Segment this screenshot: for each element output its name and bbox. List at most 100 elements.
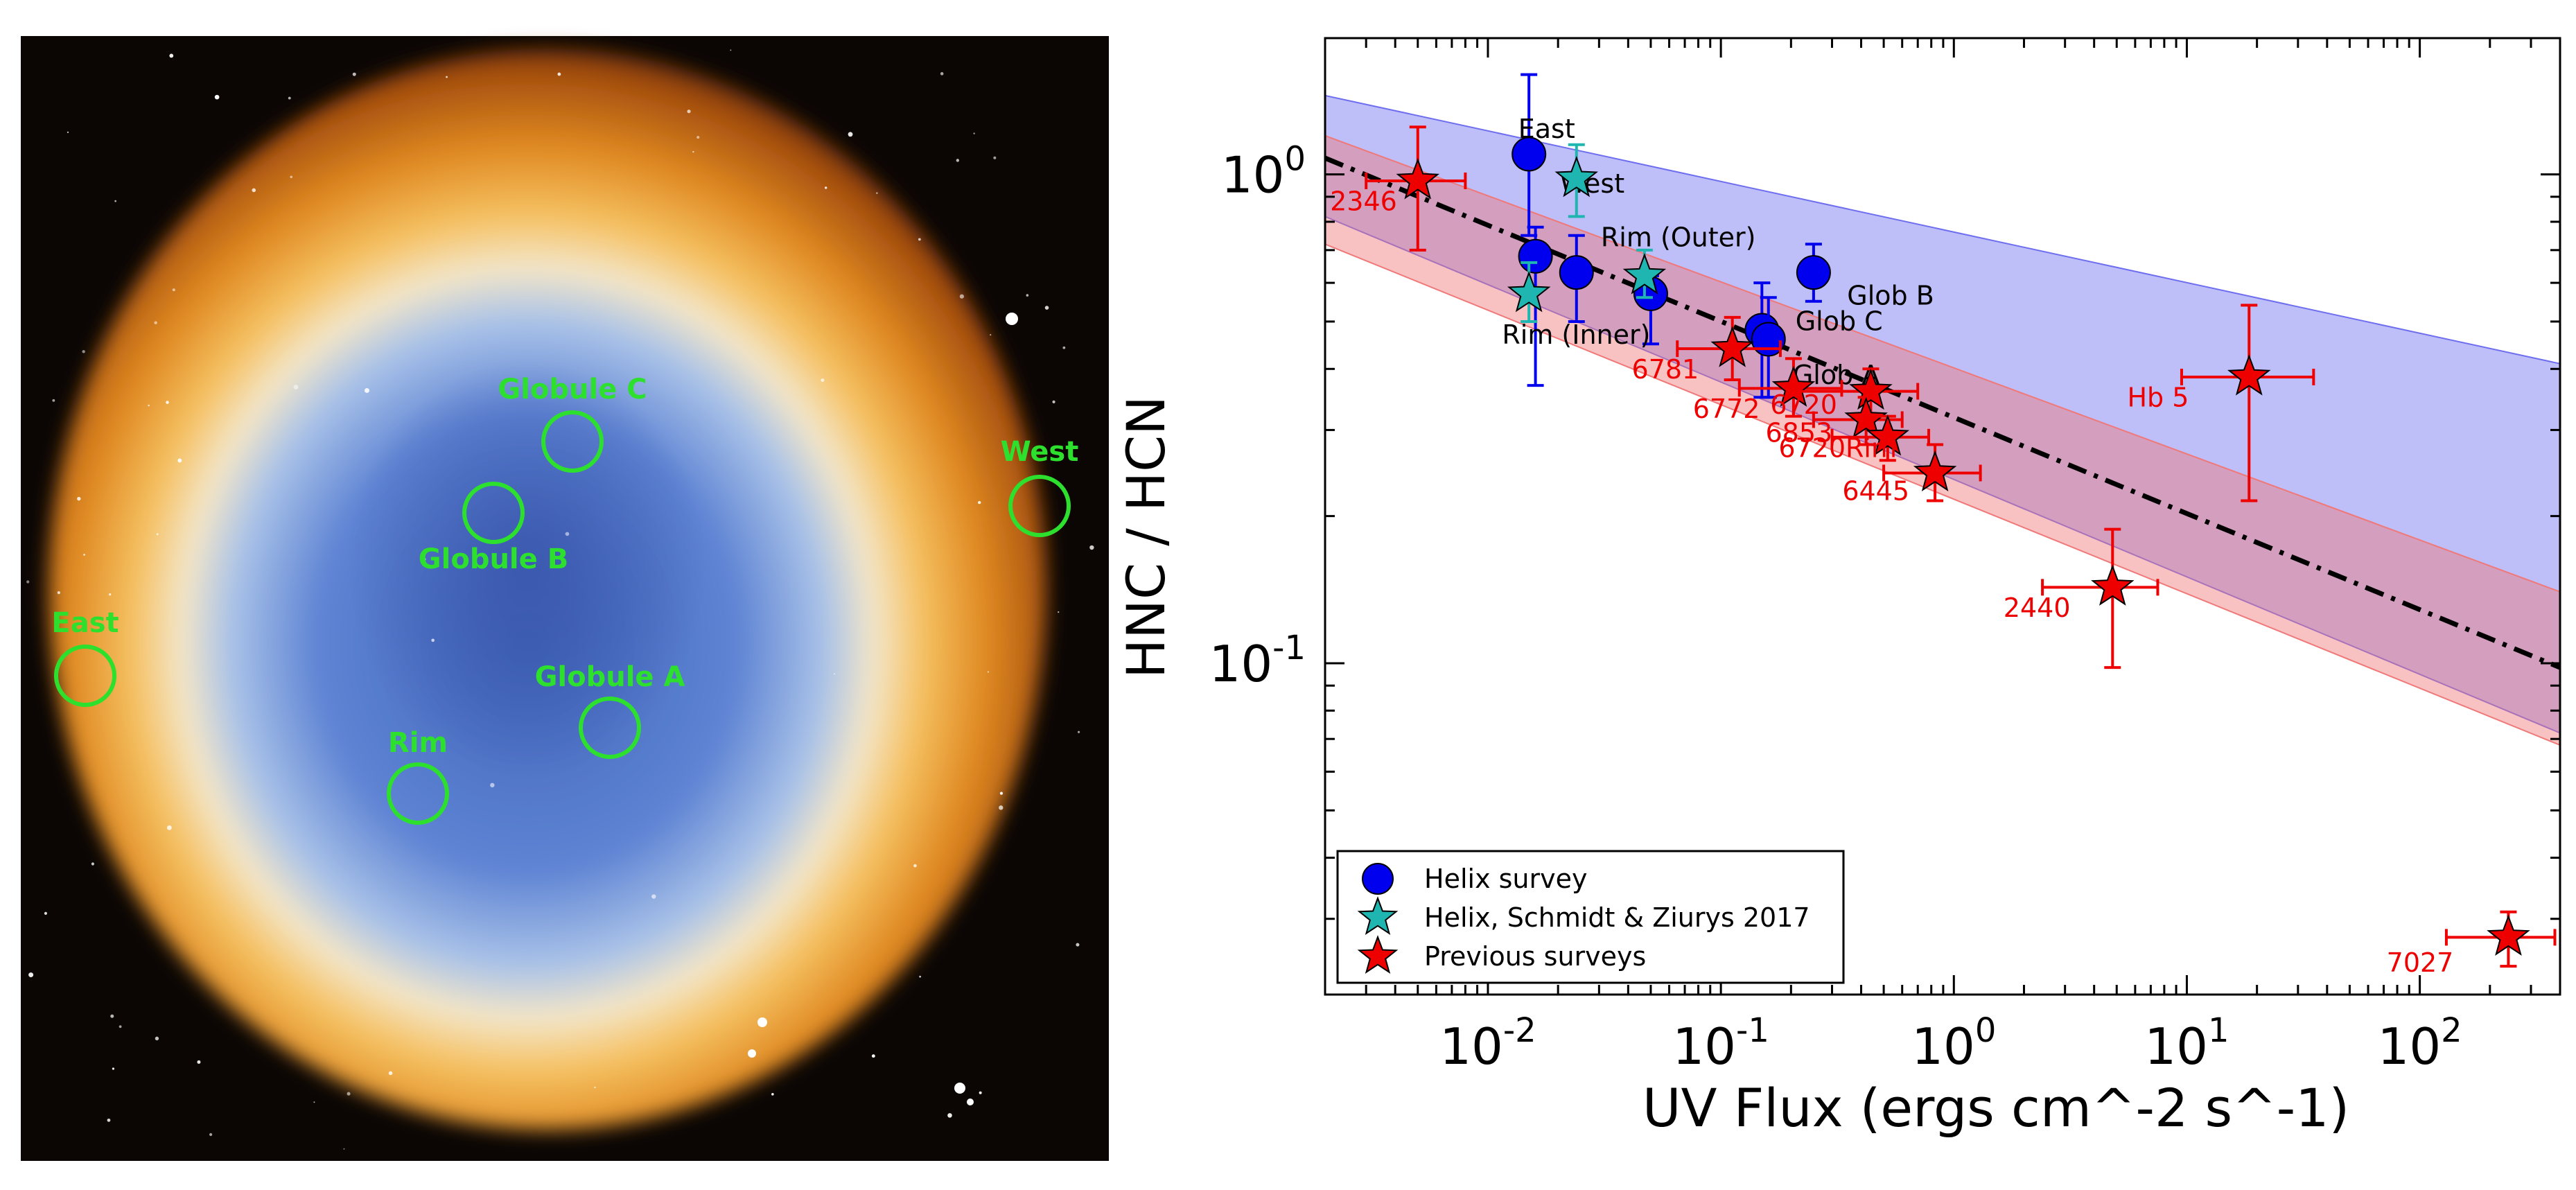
data-point-rim-outer bbox=[1559, 255, 1594, 290]
x-tick-label: 101 bbox=[2144, 1011, 2229, 1076]
region-label-globule-c: Globule C bbox=[498, 374, 647, 405]
y-axis-label: HNC / HCN bbox=[1115, 396, 1177, 679]
star-dot bbox=[83, 553, 85, 556]
data-point-hb-5 bbox=[2227, 354, 2271, 396]
x-tick-label: 10-2 bbox=[1439, 1011, 1536, 1076]
point-label-rim-outer: Rim (Outer) bbox=[1601, 222, 1756, 253]
star-dot bbox=[490, 782, 495, 788]
star-dot bbox=[77, 496, 81, 501]
region-markers: Globule C Globule B West East Globule A Rim bbox=[51, 374, 1078, 825]
star-dot bbox=[979, 1091, 982, 1094]
region-circle-globule-b bbox=[462, 482, 525, 544]
point-label-6720rim: 6720Rim bbox=[1778, 433, 1897, 464]
data-point-6720 bbox=[1849, 368, 1893, 410]
bright-star bbox=[757, 1017, 767, 1027]
star-dot bbox=[197, 1060, 201, 1064]
star-dot bbox=[987, 671, 990, 673]
y-tick-label: 10-1 bbox=[1209, 629, 1306, 693]
star-dot bbox=[771, 1093, 774, 1096]
star-dot bbox=[999, 791, 1004, 795]
bright-star bbox=[748, 1049, 756, 1058]
data-point-star bbox=[1622, 253, 1667, 295]
point-label-glob-c: Glob C bbox=[1796, 306, 1883, 336]
star-dot bbox=[687, 110, 691, 114]
star-dot bbox=[352, 72, 356, 76]
star-dot bbox=[166, 825, 172, 830]
data-point-6720rim bbox=[1866, 414, 1910, 456]
data-point-6853 bbox=[1844, 396, 1888, 439]
data-point-7027 bbox=[2487, 914, 2530, 956]
nebula-core bbox=[347, 360, 707, 776]
x-tick-label: 10-1 bbox=[1672, 1011, 1769, 1076]
star-dot bbox=[288, 96, 291, 100]
bright-star bbox=[954, 1083, 965, 1094]
star-dot bbox=[848, 132, 853, 137]
star-dot bbox=[52, 399, 55, 402]
star-dot bbox=[293, 385, 299, 390]
star-dot bbox=[114, 200, 117, 202]
star-dot bbox=[112, 1067, 115, 1070]
star-dot bbox=[1026, 294, 1029, 297]
data-point-glob-b bbox=[1796, 255, 1831, 290]
point-label-glob-b: Glob B bbox=[1847, 280, 1934, 310]
legend-box bbox=[1336, 850, 1845, 984]
star-dot bbox=[347, 1092, 351, 1096]
star-dot bbox=[154, 321, 157, 324]
star-dot bbox=[44, 911, 48, 915]
star-dot bbox=[1077, 730, 1080, 733]
star-dot bbox=[388, 1071, 393, 1076]
x-axis-label: UV Flux (ergs cm^-2 s^-1) bbox=[1642, 1077, 2349, 1139]
star-dot bbox=[913, 864, 917, 868]
star-dot bbox=[978, 500, 981, 505]
star-dot bbox=[834, 673, 836, 675]
star-dot bbox=[696, 136, 700, 139]
bright-star bbox=[967, 1099, 974, 1105]
star-dot bbox=[119, 1025, 122, 1029]
star-dot bbox=[990, 334, 992, 336]
star-dot bbox=[169, 53, 174, 58]
star-dot bbox=[57, 591, 60, 595]
point-label-6772: 6772 bbox=[1693, 394, 1760, 424]
star-dot bbox=[166, 401, 169, 404]
star-dot bbox=[875, 192, 878, 195]
data-point-6781 bbox=[1710, 326, 1754, 367]
star-dot bbox=[252, 188, 256, 193]
x-tick-label: 100 bbox=[1911, 1011, 1996, 1076]
point-label-6720: 6720 bbox=[1770, 390, 1837, 420]
data-point-6445 bbox=[1913, 450, 1957, 491]
star-dot bbox=[28, 972, 34, 978]
star-dot bbox=[156, 533, 159, 536]
star-dot bbox=[1052, 400, 1055, 403]
legend-marker-helix-survey bbox=[1362, 863, 1394, 895]
point-label-6445: 6445 bbox=[1842, 476, 1909, 507]
region-circle-west bbox=[1008, 475, 1071, 537]
region-circle-east bbox=[54, 645, 116, 707]
star-dot bbox=[343, 1148, 345, 1150]
star-dot bbox=[918, 238, 921, 241]
region-label-globule-b: Globule B bbox=[419, 543, 568, 575]
star-dot bbox=[940, 72, 944, 76]
star-dot bbox=[214, 94, 220, 100]
confidence-band-1 bbox=[1325, 94, 2560, 734]
star-dot bbox=[110, 1014, 114, 1018]
data-point-star bbox=[1507, 270, 1551, 313]
data-point-6772 bbox=[1771, 365, 1816, 407]
point-label-rim-inner: Rim (Inner) bbox=[1502, 320, 1650, 350]
star-dot bbox=[959, 294, 964, 299]
star-dot bbox=[594, 1086, 596, 1089]
star-dot bbox=[431, 638, 435, 642]
star-dot bbox=[1058, 611, 1060, 613]
star-dot bbox=[109, 593, 112, 596]
legend-marker-helix-schmidt-ziurys-2017 bbox=[1357, 896, 1399, 936]
star-dot bbox=[956, 159, 960, 162]
hnc-hcn-chart: East West Rim (Outer) Rim (Inner) Glob C Glob… bbox=[1109, 0, 2576, 1187]
star-dot bbox=[313, 1101, 315, 1103]
data-point-star bbox=[1554, 155, 1599, 198]
point-label-hb-5: Hb 5 bbox=[2127, 383, 2189, 413]
legend-label-helix-survey: Helix survey bbox=[1424, 864, 1588, 894]
data-point-2440 bbox=[2091, 564, 2135, 606]
star-dot bbox=[155, 1036, 159, 1041]
region-label-globule-a: Globule A bbox=[535, 661, 685, 693]
point-label-2346: 2346 bbox=[1330, 186, 1397, 217]
star-dot bbox=[692, 150, 694, 153]
